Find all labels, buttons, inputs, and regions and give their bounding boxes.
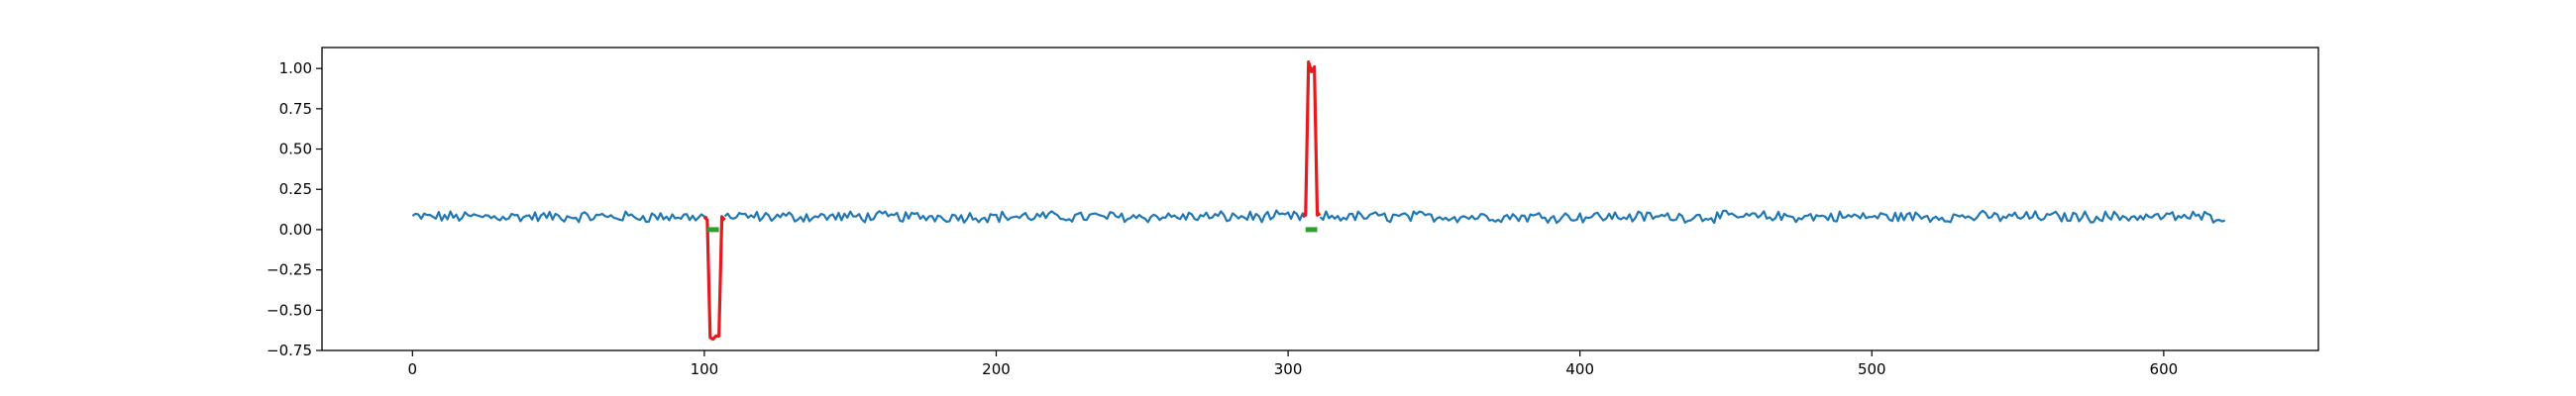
x-tick-label-2: 200 [982,360,1011,378]
y-tick-label-6: 0.75 [279,100,312,118]
signal-line-segment-0 [411,210,708,224]
y-tick-label-1: −0.50 [267,301,312,319]
x-tick-label-5: 500 [1858,360,1886,378]
y-tick-label-5: 0.50 [279,141,312,158]
plot-area [411,60,2226,342]
anomaly-line-0 [702,215,726,342]
anomaly-line-1 [1302,60,1322,219]
y-tick-label-3: 0.00 [279,221,312,239]
x-tick-label-3: 300 [1274,360,1303,378]
y-tick-label-4: 0.25 [279,180,312,198]
signal-line-segment-2 [1319,209,2226,225]
axes: 0 100 200 300 400 500 600 −0.75 −0.50 −0.25 0.00 0.… [267,47,2319,378]
y-tick-label-0: −0.75 [267,342,312,359]
x-tick-label-1: 100 [691,360,719,378]
x-tick-label-4: 400 [1565,360,1594,378]
y-tick-label-7: 1.00 [279,59,312,77]
signal-line-segment-1 [723,209,1307,224]
axes-frame [321,47,2319,351]
x-tick-label-6: 600 [2150,360,2179,378]
y-tick-label-2: −0.25 [267,261,312,279]
x-tick-label-0: 0 [408,360,418,378]
